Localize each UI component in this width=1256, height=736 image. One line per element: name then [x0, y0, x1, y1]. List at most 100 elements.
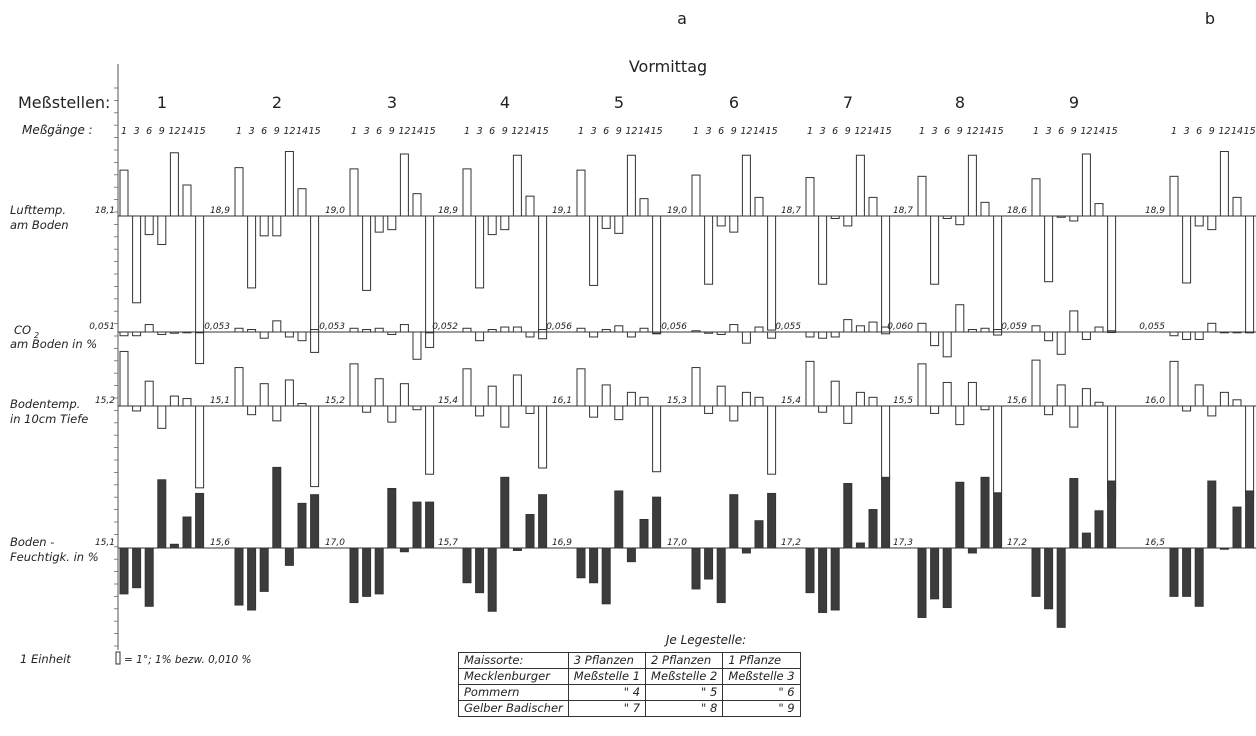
- run-number: 3: [932, 126, 938, 137]
- bar: [247, 547, 257, 611]
- bar: [843, 319, 853, 333]
- bar: [1094, 326, 1104, 333]
- bar: [1094, 510, 1104, 549]
- bar: [132, 215, 142, 304]
- run-number: 12: [398, 126, 410, 137]
- bar: [362, 547, 372, 597]
- bar: [169, 152, 179, 217]
- bar: [741, 547, 751, 554]
- bar: [475, 405, 485, 417]
- bar: [805, 177, 815, 217]
- run-number: 6: [944, 126, 950, 137]
- run-number: 12: [1080, 126, 1092, 137]
- run-number: 1: [1171, 126, 1177, 137]
- bar: [412, 193, 422, 217]
- table-cell: " 5: [645, 684, 724, 701]
- run-number: 1: [121, 126, 127, 137]
- bar: [182, 398, 192, 407]
- bar: [374, 215, 384, 233]
- bar: [157, 331, 167, 335]
- run-number: 15: [309, 126, 321, 137]
- row-label: in 10cm Tiefe: [10, 412, 88, 426]
- row-label: Bodentemp.: [10, 397, 80, 411]
- bar: [462, 168, 472, 217]
- bar: [967, 547, 977, 554]
- bar: [538, 494, 548, 549]
- run-number: 9: [502, 126, 508, 137]
- bar: [182, 184, 192, 217]
- baseline-value: 17,2: [1007, 538, 1027, 548]
- bar: [601, 384, 611, 407]
- run-number: 14: [638, 126, 650, 137]
- bar: [1219, 151, 1229, 217]
- bar: [247, 215, 257, 289]
- bar: [487, 547, 497, 612]
- bar: [272, 320, 282, 333]
- run-number: 15: [194, 126, 206, 137]
- run-number: 3: [134, 126, 140, 137]
- bar: [1194, 384, 1204, 407]
- run-number: 12: [966, 126, 978, 137]
- run-number: 1: [578, 126, 584, 137]
- bar: [1081, 388, 1091, 407]
- run-number: 9: [1209, 126, 1215, 137]
- bar: [614, 405, 624, 421]
- unit-text: = 1°; 1% bezw. 0,010 %: [124, 654, 252, 666]
- bar: [157, 405, 167, 429]
- run-number: 1: [693, 126, 699, 137]
- bar: [349, 547, 359, 604]
- bar: [412, 501, 422, 549]
- table-cell: Pommern: [458, 684, 569, 701]
- station-number: 4: [500, 93, 510, 112]
- bar: [272, 405, 282, 422]
- bar: [741, 154, 751, 217]
- bar: [626, 391, 636, 407]
- station-number: 9: [1069, 93, 1079, 112]
- bar: [412, 405, 422, 411]
- bar: [917, 175, 927, 217]
- baseline-value: 16,0: [1145, 396, 1165, 406]
- bar: [119, 331, 129, 337]
- bar: [169, 543, 179, 549]
- run-number: 6: [261, 126, 267, 137]
- bar: [1219, 391, 1229, 407]
- bar: [157, 215, 167, 246]
- bar: [1081, 532, 1091, 549]
- bar: [993, 405, 1003, 494]
- baseline-value: 0,060: [887, 322, 913, 332]
- bar: [704, 547, 714, 580]
- bar: [855, 542, 865, 549]
- runs-label: Meßgänge :: [22, 123, 93, 137]
- bar: [399, 383, 409, 407]
- bar: [942, 547, 952, 609]
- station-number: 8: [955, 93, 965, 112]
- run-number: 15: [992, 126, 1004, 137]
- bar: [930, 215, 940, 285]
- bar: [512, 326, 522, 333]
- bar: [1194, 215, 1204, 227]
- stations-label: Meßstellen:: [18, 93, 110, 112]
- bar: [487, 385, 497, 407]
- table-cell: 3 Pflanzen: [567, 652, 647, 669]
- run-number: 12: [740, 126, 752, 137]
- baseline-value: 0,055: [1139, 322, 1165, 332]
- bar: [1245, 490, 1255, 549]
- bar: [980, 201, 990, 217]
- bar: [1044, 405, 1054, 416]
- run-number: 14: [181, 126, 193, 137]
- bar: [132, 547, 142, 589]
- bar: [767, 492, 777, 549]
- station-number: 3: [387, 93, 397, 112]
- bar: [487, 215, 497, 236]
- bar: [691, 174, 701, 217]
- run-number: 9: [957, 126, 963, 137]
- bar: [818, 215, 828, 285]
- bar: [1207, 480, 1217, 549]
- baseline-value: 17,2: [781, 538, 801, 548]
- bar: [930, 405, 940, 414]
- bar: [993, 215, 1003, 336]
- baseline-value: 0,056: [661, 322, 687, 332]
- bar: [525, 405, 535, 414]
- bar: [805, 547, 815, 594]
- bar: [462, 327, 472, 333]
